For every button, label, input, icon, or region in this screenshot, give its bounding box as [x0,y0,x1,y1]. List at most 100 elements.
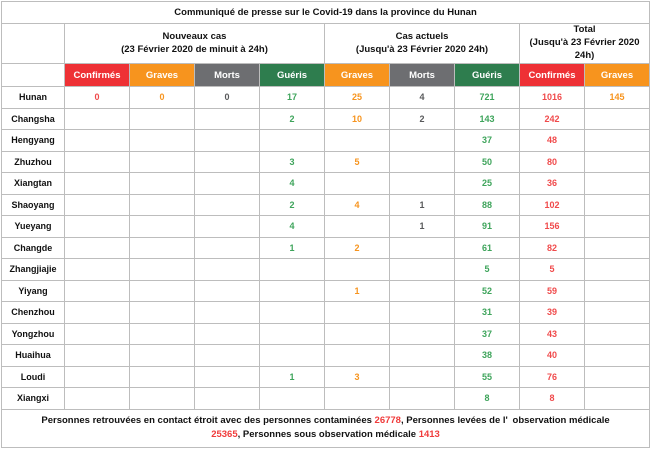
value-cell [64,365,130,388]
footer-note: Personnes retrouvées en contact étroit a… [0,408,650,448]
region-label: Xiangtan [1,172,65,195]
region-label: Shaoyang [1,193,65,216]
value-cell: 1 [389,193,455,216]
region-label: Hunan [1,86,65,109]
group-title: Cas actuels [395,30,449,42]
value-cell [583,279,650,302]
value-cell: 55 [454,365,520,388]
value-cell [64,279,130,302]
value-cell [194,172,260,195]
value-cell [64,150,130,173]
value-cell [64,107,130,130]
value-cell: 43 [519,322,585,345]
value-cell [129,258,195,281]
value-cell [389,322,455,345]
value-cell [129,193,195,216]
value-cell [389,387,455,410]
value-cell [389,172,455,195]
region-label: Xiangxi [1,387,65,410]
value-cell: 37 [454,322,520,345]
value-cell: 82 [519,236,585,259]
value-cell [194,344,260,367]
group-title: Total [573,24,596,36]
table-row: Yiyang 1 52 59 [1,279,650,302]
value-cell [64,236,130,259]
corner-cell [1,63,65,87]
value-cell [389,258,455,281]
value-cell [194,150,260,173]
value-cell: 3 [259,150,325,173]
region-label: Yongzhou [1,322,65,345]
value-cell: 145 [583,86,650,109]
region-label: Yiyang [1,279,65,302]
footer-text: , Personnes sous observation médicale [237,429,419,440]
value-cell: 40 [519,344,585,367]
value-cell [583,172,650,195]
region-label: Loudi [1,365,65,388]
value-cell [324,301,390,324]
value-cell: 0 [64,86,130,109]
table-row: Huaihua 38 40 [1,344,650,367]
value-cell [194,387,260,410]
value-cell [64,172,130,195]
value-cell [259,387,325,410]
footer-row: Personnes retrouvées en contact étroit a… [0,408,650,448]
group-subtitle: (23 Février 2020 de minuit à 24h) [121,43,268,55]
close-contacts-count: 26778 [374,414,401,426]
column-header-guéris: Guéris [259,63,325,87]
group-title: Nouveaux cas [162,30,227,42]
value-cell [389,150,455,173]
value-cell [194,107,260,130]
table-row: Chenzhou 31 39 [1,301,650,324]
value-cell: 17 [259,86,325,109]
column-header-guéris: Guéris [454,63,520,87]
value-cell [583,129,650,152]
value-cell: 2 [324,236,390,259]
value-cell [129,344,195,367]
value-cell [129,215,195,238]
table-row: Loudi 1 3 55 76 [1,365,650,388]
value-cell [129,279,195,302]
value-cell [259,301,325,324]
column-header-morts: Morts [389,63,455,87]
value-cell [194,215,260,238]
table-row: Hunan 0 0 0 17 25 4 721 1016 145 [1,86,650,109]
value-cell [583,301,650,324]
value-cell: 2 [389,107,455,130]
value-cell [259,344,325,367]
value-cell: 80 [519,150,585,173]
page-title: Communiqué de presse sur le Covid-19 dan… [0,1,650,24]
value-cell [259,258,325,281]
value-cell: 10 [324,107,390,130]
value-cell [324,344,390,367]
value-cell: 36 [519,172,585,195]
value-cell: 1 [259,365,325,388]
value-cell [129,301,195,324]
value-cell: 242 [519,107,585,130]
table-row: Xiangxi 8 8 [1,387,650,410]
value-cell [129,365,195,388]
value-cell [64,258,130,281]
group-header-cas-actuels: Cas actuels (Jusqu'à 23 Février 2020 24h… [324,23,520,64]
region-label: Huaihua [1,344,65,367]
value-cell [583,193,650,216]
value-cell: 721 [454,86,520,109]
region-label: Zhuzhou [1,150,65,173]
value-cell: 52 [454,279,520,302]
table-row: Yueyang 4 1 91 156 [1,215,650,238]
value-cell: 88 [454,193,520,216]
title-row: Communiqué de presse sur le Covid-19 dan… [0,1,650,24]
value-cell [583,236,650,259]
value-cell [583,387,650,410]
value-cell: 1 [324,279,390,302]
value-cell [194,365,260,388]
value-cell: 4 [259,172,325,195]
value-cell [194,301,260,324]
value-cell: 25 [324,86,390,109]
value-cell: 25 [454,172,520,195]
table-row: Changde 1 2 61 82 [1,236,650,259]
value-cell [583,322,650,345]
value-cell: 143 [454,107,520,130]
table-row: Yongzhou 37 43 [1,322,650,345]
